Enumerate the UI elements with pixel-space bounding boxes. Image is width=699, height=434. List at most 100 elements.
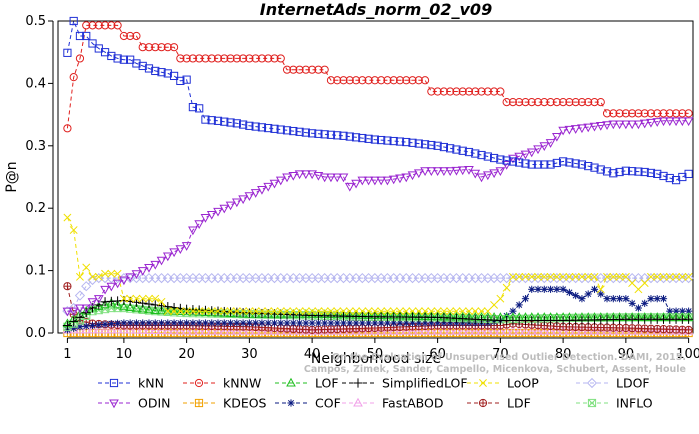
point-lof <box>144 304 154 314</box>
point-loop <box>647 272 655 281</box>
point-knn <box>615 167 624 177</box>
point-knnw <box>94 21 103 30</box>
point-knnw <box>489 87 499 96</box>
point-knn <box>144 64 154 73</box>
point-knnw <box>220 54 229 63</box>
point-knn <box>176 76 185 86</box>
point-knn <box>295 127 304 136</box>
point-odin <box>476 173 487 183</box>
point-knnw <box>232 54 241 63</box>
point-fastabod <box>119 324 129 334</box>
point-cof <box>578 295 586 303</box>
point-fastabod <box>144 325 154 334</box>
point-odin <box>150 260 161 270</box>
point-odin <box>357 176 368 186</box>
point-fastabod <box>137 325 148 334</box>
point-loop <box>621 272 630 281</box>
point-odin <box>432 167 443 176</box>
point-odin <box>451 166 462 176</box>
point-knnw <box>602 109 612 118</box>
point-fastabod <box>426 325 437 335</box>
legend-entry-inflo: INFLO <box>576 396 653 411</box>
point-odin <box>595 122 606 131</box>
point-odin <box>602 121 612 130</box>
point-odin <box>621 120 631 130</box>
point-knn <box>308 129 317 138</box>
point-knn <box>389 136 398 146</box>
point-cof <box>553 285 561 293</box>
point-fastabod <box>401 325 412 335</box>
point-cof <box>346 319 354 327</box>
point-loop <box>69 226 78 234</box>
point-cof <box>189 319 197 327</box>
legend-label-knnw: kNNW <box>223 376 261 391</box>
point-fastabod <box>633 325 644 335</box>
point-odin <box>351 179 361 189</box>
point-knn <box>584 161 593 171</box>
x-axis-label: Neighborhood size <box>311 351 441 367</box>
point-odin <box>482 171 493 181</box>
point-odin <box>275 176 286 186</box>
point-cof <box>647 295 655 303</box>
point-knnw <box>546 98 555 107</box>
x-tick-label-80: 80 <box>555 347 572 362</box>
point-fastabod <box>319 325 330 335</box>
point-fastabod <box>338 325 349 335</box>
legend-marker-knnw <box>194 378 204 388</box>
point-odin <box>225 201 236 211</box>
point-loop <box>446 307 455 316</box>
legend-label-odin: ODIN <box>138 396 171 411</box>
point-odin <box>169 248 179 258</box>
x-tick-label-20: 20 <box>178 347 195 362</box>
point-knn <box>213 116 223 125</box>
point-knnw <box>527 98 536 107</box>
x-tick-label-50: 50 <box>367 347 384 362</box>
point-odin <box>577 124 587 134</box>
point-cof <box>666 307 674 315</box>
watermark-line-2: On the Evaluation of Unsupervised Outlie… <box>332 352 686 363</box>
point-knn <box>276 125 285 134</box>
point-fastabod <box>551 325 562 335</box>
point-loop <box>101 269 110 278</box>
point-knn <box>75 31 85 41</box>
point-knnw <box>182 54 191 63</box>
point-loop <box>339 307 348 316</box>
series-line-loop <box>66 217 689 312</box>
point-cof <box>88 321 97 330</box>
point-odin <box>194 220 205 230</box>
point-knn <box>408 138 417 147</box>
point-loop <box>358 307 367 316</box>
point-loop <box>163 307 172 316</box>
point-cof <box>515 301 523 309</box>
point-knnw <box>678 109 687 118</box>
point-simplifiedlof <box>144 299 154 309</box>
point-lof <box>156 305 167 315</box>
point-odin <box>344 182 355 192</box>
point-knn <box>446 144 455 153</box>
legend-label-loop: LoOP <box>507 376 539 391</box>
point-knn <box>251 122 260 131</box>
point-knn <box>414 139 423 148</box>
point-loop <box>195 307 204 316</box>
point-fastabod <box>495 325 506 335</box>
point-odin <box>313 171 324 181</box>
point-knnw <box>471 87 480 96</box>
point-knn <box>559 157 568 166</box>
point-odin <box>664 117 675 127</box>
point-odin <box>62 307 73 317</box>
point-knnw <box>63 124 72 133</box>
point-cof <box>283 319 291 327</box>
point-loop <box>521 272 530 281</box>
point-cof <box>258 319 266 327</box>
point-knn <box>684 169 693 178</box>
point-fastabod <box>564 325 575 335</box>
legend-entry-simplifiedlof: SimplifiedLOF <box>342 376 468 391</box>
point-odin <box>508 154 518 164</box>
series-knn <box>63 16 693 185</box>
point-knnw <box>584 98 593 107</box>
point-knnw <box>464 87 474 96</box>
point-fastabod <box>451 325 462 335</box>
point-loop <box>402 307 411 316</box>
point-odin <box>238 195 248 205</box>
